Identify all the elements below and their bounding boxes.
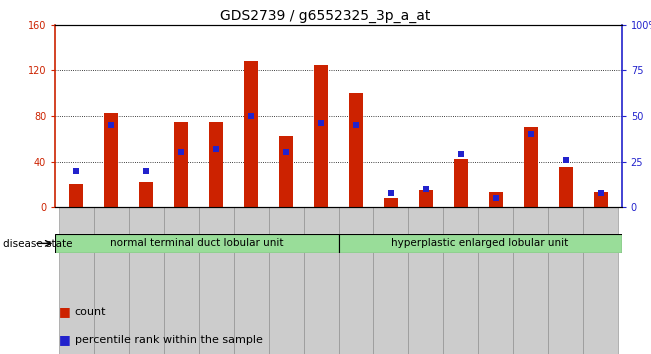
FancyBboxPatch shape (234, 207, 269, 354)
Text: normal terminal duct lobular unit: normal terminal duct lobular unit (110, 238, 284, 249)
Bar (594, 192, 608, 207)
Bar (489, 192, 503, 207)
Bar (209, 122, 223, 207)
Bar (139, 182, 153, 207)
Bar (454, 159, 468, 207)
Text: hyperplastic enlarged lobular unit: hyperplastic enlarged lobular unit (391, 238, 569, 249)
FancyBboxPatch shape (199, 207, 234, 354)
Text: ■: ■ (59, 333, 70, 346)
FancyBboxPatch shape (583, 207, 618, 354)
Text: GDS2739 / g6552325_3p_a_at: GDS2739 / g6552325_3p_a_at (220, 9, 431, 23)
Bar (524, 127, 538, 207)
Text: count: count (75, 307, 106, 316)
FancyBboxPatch shape (374, 207, 408, 354)
Text: disease state: disease state (3, 239, 73, 249)
Bar (339, 234, 622, 253)
FancyBboxPatch shape (129, 207, 163, 354)
FancyBboxPatch shape (478, 207, 514, 354)
Text: percentile rank within the sample: percentile rank within the sample (75, 335, 263, 345)
Bar (349, 93, 363, 207)
Bar (244, 61, 258, 207)
FancyBboxPatch shape (443, 207, 478, 354)
FancyBboxPatch shape (408, 207, 443, 354)
Bar (104, 113, 118, 207)
Bar (314, 65, 328, 207)
Bar (559, 167, 573, 207)
FancyBboxPatch shape (269, 207, 303, 354)
Bar (419, 190, 433, 207)
Bar (69, 184, 83, 207)
FancyBboxPatch shape (94, 207, 129, 354)
FancyBboxPatch shape (59, 207, 94, 354)
FancyBboxPatch shape (514, 207, 548, 354)
Bar (174, 122, 188, 207)
FancyBboxPatch shape (163, 207, 199, 354)
FancyBboxPatch shape (548, 207, 583, 354)
FancyBboxPatch shape (339, 207, 374, 354)
FancyBboxPatch shape (303, 207, 339, 354)
Bar (55, 234, 339, 253)
Bar (384, 198, 398, 207)
Bar (279, 136, 293, 207)
Text: ■: ■ (59, 305, 70, 318)
